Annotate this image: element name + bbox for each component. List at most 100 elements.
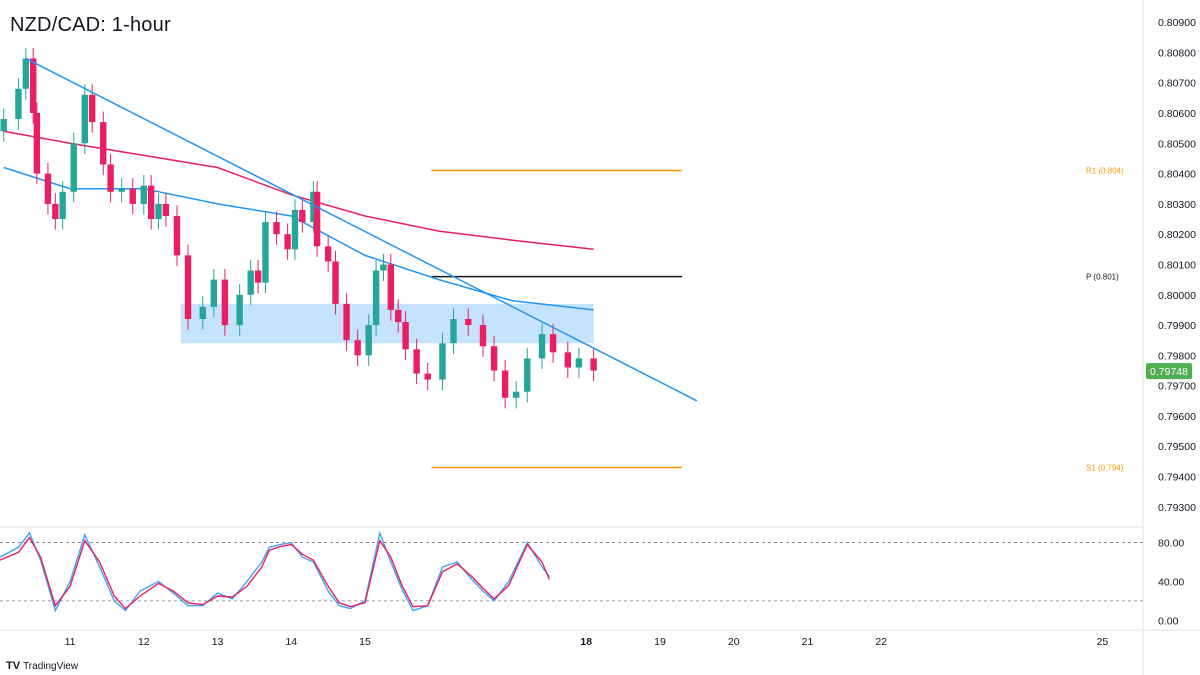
- candle: [343, 293, 350, 351]
- candle: [236, 284, 243, 336]
- ema-slow-line: [3, 130, 594, 251]
- candle: [162, 193, 170, 227]
- chart-title: NZD/CAD: 1-hour: [10, 14, 171, 36]
- candle-body: [33, 113, 41, 174]
- candle-body: [88, 94, 96, 123]
- candle: [465, 308, 472, 336]
- candle: [140, 175, 147, 215]
- support-zone: [180, 303, 594, 344]
- tradingview-brand[interactable]: TV TradingView: [6, 660, 78, 672]
- tradingview-logo-icon: TV: [6, 660, 21, 672]
- candle-body: [313, 191, 321, 247]
- candle-body: [501, 370, 509, 398]
- candle-body: [413, 349, 420, 374]
- candle: [538, 323, 546, 369]
- candle: [564, 341, 572, 379]
- candle: [22, 47, 30, 100]
- candle-body: [29, 58, 37, 113]
- time-tick-label: 14: [285, 636, 297, 648]
- candle: [549, 323, 557, 363]
- candle-body: [512, 391, 520, 398]
- price-tick-label: 0.80100: [1158, 259, 1196, 271]
- candle: [15, 78, 22, 130]
- candle-body: [52, 203, 59, 220]
- oscillator-tick-label: 0.00: [1158, 615, 1179, 627]
- candle-body: [365, 325, 372, 356]
- time-tick-label: 11: [65, 636, 76, 648]
- candle: [29, 47, 37, 124]
- price-tick-label: 0.79600: [1158, 411, 1196, 423]
- candle-body: [22, 58, 30, 89]
- candle-body: [129, 188, 136, 204]
- candle: [590, 347, 597, 382]
- candle-body: [173, 216, 181, 256]
- candle: [512, 381, 520, 409]
- time-tick-label: 19: [654, 636, 666, 648]
- price-tick-label: 0.79500: [1158, 441, 1196, 453]
- candle: [501, 359, 509, 409]
- candle-body: [221, 279, 229, 326]
- current-price-label: 0.79748: [1150, 366, 1188, 378]
- candle: [332, 250, 339, 315]
- oscillator-tick-label: 80.00: [1158, 538, 1184, 550]
- time-tick-label: 25: [1097, 636, 1109, 648]
- candle: [424, 362, 431, 391]
- candle: [210, 269, 218, 318]
- candle: [155, 193, 162, 230]
- time-tick-label: 13: [212, 636, 224, 648]
- candle-body: [81, 94, 89, 144]
- candle-body: [354, 340, 361, 356]
- price-tick-label: 0.80300: [1158, 199, 1196, 211]
- candle: [199, 296, 206, 330]
- time-tick-label: 20: [728, 636, 740, 648]
- candle-body: [465, 319, 472, 326]
- candle: [81, 84, 89, 154]
- candle: [372, 259, 380, 336]
- candle-body: [490, 346, 498, 371]
- brand-name: TradingView: [23, 660, 79, 672]
- candle-body: [100, 122, 107, 165]
- candle-body: [59, 191, 66, 220]
- candle-body: [107, 164, 114, 192]
- candle: [490, 335, 498, 382]
- candle: [184, 244, 192, 330]
- candle-body: [291, 209, 299, 250]
- candle-body: [147, 185, 155, 220]
- candle-body: [524, 358, 531, 392]
- candle-body: [273, 222, 280, 235]
- time-tick-label: 15: [359, 636, 371, 648]
- candle: [247, 259, 254, 306]
- candle: [129, 178, 136, 215]
- price-tick-label: 0.80600: [1158, 108, 1196, 120]
- candle: [254, 259, 262, 294]
- candle-body: [140, 185, 147, 204]
- candle: [262, 211, 269, 294]
- candle-body: [210, 279, 218, 307]
- candle: [59, 181, 66, 230]
- price-tick-label: 0.80000: [1158, 290, 1196, 302]
- candle: [44, 162, 52, 215]
- price-tick-label: 0.80700: [1158, 78, 1196, 90]
- price-tick-label: 0.80200: [1158, 229, 1196, 241]
- candle-body: [284, 234, 291, 250]
- candle: [0, 108, 7, 142]
- candle: [52, 193, 59, 230]
- candle: [291, 199, 299, 260]
- candle-body: [324, 246, 332, 262]
- candle: [118, 178, 125, 203]
- price-tick-label: 0.80900: [1158, 17, 1196, 29]
- price-tick-label: 0.80500: [1158, 138, 1196, 150]
- candle-body: [395, 309, 402, 323]
- candle-body: [155, 203, 162, 220]
- candle: [439, 332, 446, 391]
- stochastic-d-line: [0, 536, 551, 610]
- candle-body: [575, 358, 583, 368]
- candle: [524, 347, 531, 403]
- candle: [387, 253, 395, 321]
- candle: [147, 175, 155, 230]
- price-tick-label: 0.79400: [1158, 472, 1196, 484]
- candle-body: [0, 119, 7, 132]
- candle: [413, 338, 420, 385]
- candle: [402, 311, 409, 360]
